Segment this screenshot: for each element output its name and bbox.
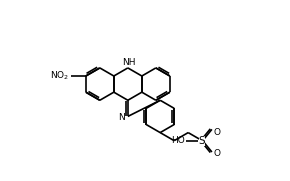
Text: HO: HO (171, 136, 184, 145)
Text: S: S (199, 136, 206, 146)
Text: O: O (213, 128, 220, 137)
Text: N: N (118, 113, 125, 123)
Text: NH: NH (122, 58, 135, 67)
Text: O: O (213, 149, 220, 158)
Text: NO$_2$: NO$_2$ (50, 70, 70, 82)
